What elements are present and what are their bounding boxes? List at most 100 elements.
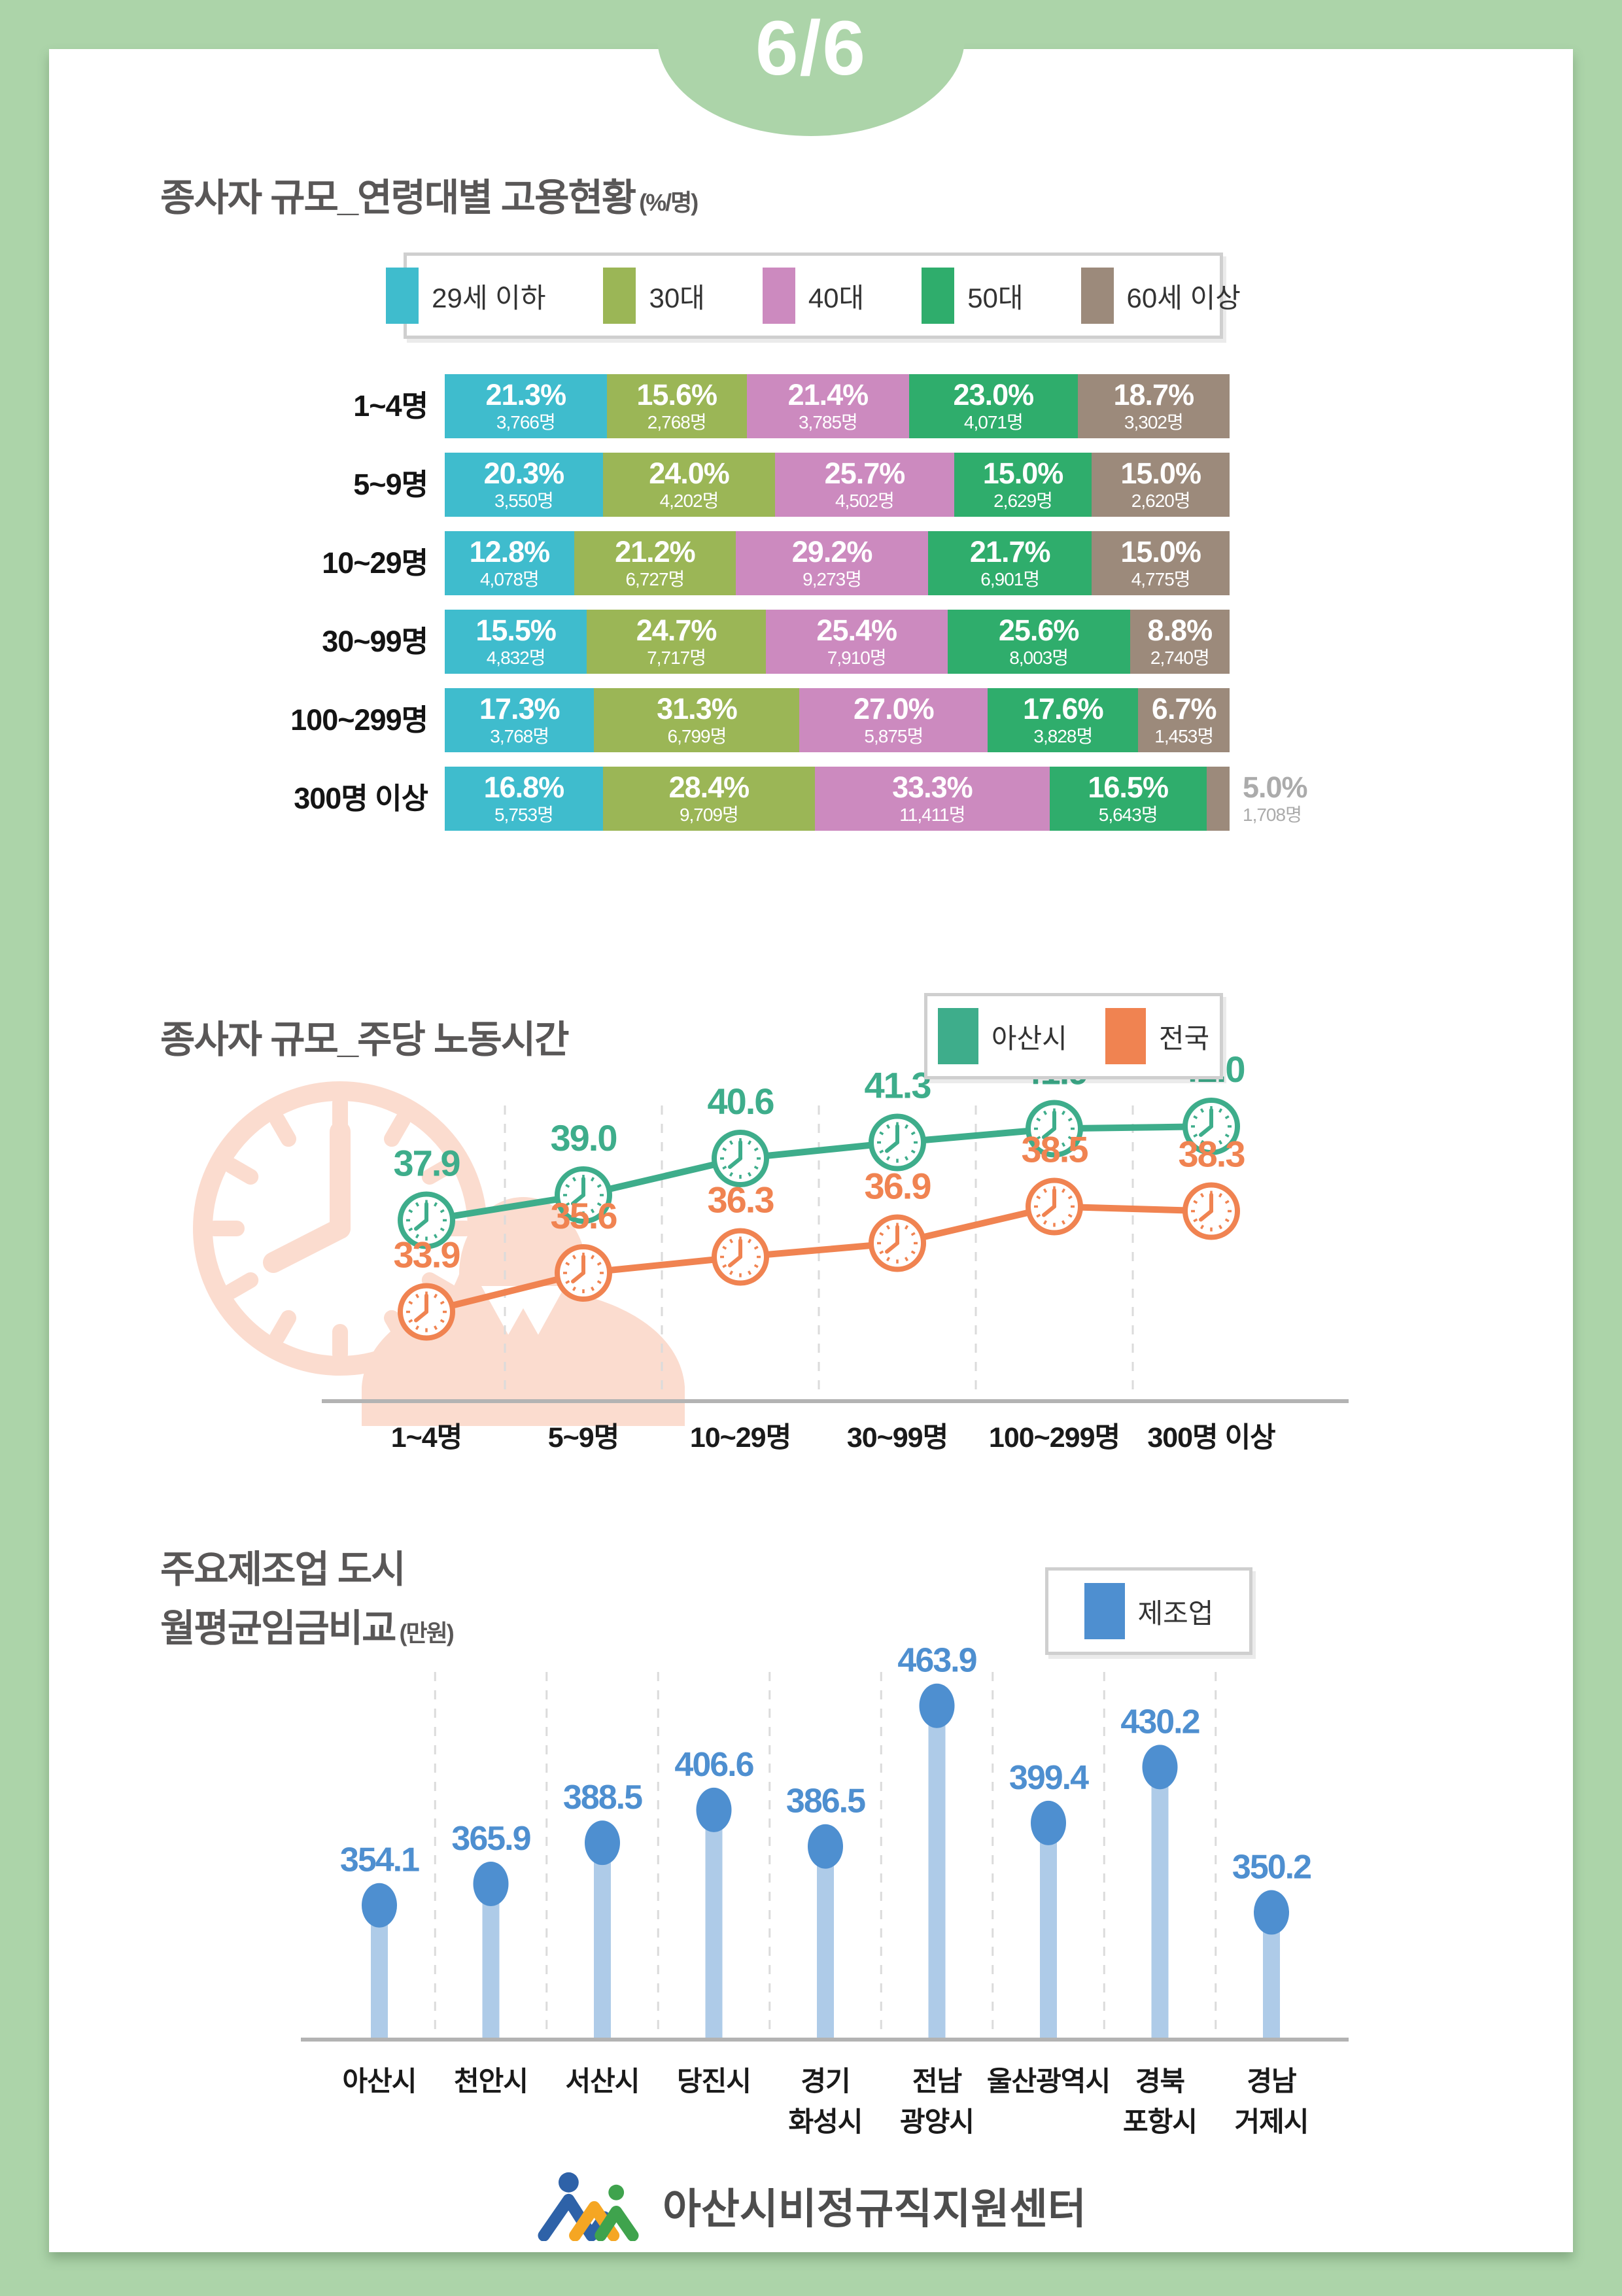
segment-count: 1,453명 bbox=[1154, 725, 1214, 746]
segment-count: 2,740명 bbox=[1150, 647, 1210, 668]
legend-swatch-icon bbox=[1105, 1008, 1146, 1064]
segment-count: 6,799명 bbox=[667, 725, 727, 746]
segment-count: 11,411명 bbox=[899, 804, 965, 825]
segment-count: 4,071명 bbox=[963, 411, 1024, 432]
legend-item: 아산시 bbox=[937, 1008, 1067, 1064]
segment-count: 6,727명 bbox=[625, 568, 685, 589]
wage-chart-title-line1-text: 주요제조업 도시 bbox=[160, 1548, 406, 1591]
segment-percent: 17.3% bbox=[479, 691, 561, 725]
segment-percent: 16.5% bbox=[1088, 770, 1169, 804]
legend-label: 전국 bbox=[1158, 1022, 1210, 1054]
segment-count: 2,768명 bbox=[647, 411, 707, 432]
legend-item: 60세 이상 bbox=[1080, 268, 1241, 324]
segment-count: 3,768명 bbox=[490, 725, 549, 746]
employment-chart-unit-note: (%/명) bbox=[639, 189, 699, 216]
segment-percent: 33.3% bbox=[892, 770, 973, 804]
footer-logo-text: 아산시비정규직지원센터 bbox=[663, 2185, 1086, 2233]
employment-bar-segment: 15.0% 2,629명 bbox=[954, 453, 1092, 517]
employment-bar-row: 5~9명 20.3% 3,550명 24.0% 4,202명 25.7% 4,502명 15.… bbox=[353, 453, 1230, 517]
employment-bar-segment: 28.4% 9,709명 bbox=[602, 767, 815, 831]
segment-count: 4,502명 bbox=[835, 490, 895, 511]
employment-bar-segment: 15.0% 4,775명 bbox=[1092, 531, 1230, 595]
employment-bar-segment: 15.0% 2,620명 bbox=[1092, 453, 1230, 517]
legend-item: 40대 bbox=[762, 268, 865, 324]
segment-percent: 8.8% bbox=[1147, 613, 1213, 647]
segment-count: 9,709명 bbox=[679, 804, 739, 825]
legend-swatch-icon bbox=[937, 1008, 978, 1064]
segment-percent: 28.4% bbox=[668, 770, 750, 804]
employment-row-label: 30~99명 bbox=[322, 625, 428, 658]
segment-percent: 12.8% bbox=[469, 534, 551, 568]
segment-count: 4,832명 bbox=[486, 647, 546, 668]
legend-swatch-icon bbox=[603, 268, 636, 324]
segment-percent: 5.0% bbox=[1243, 771, 1308, 804]
employment-bar-segment: 15.5% 4,832명 bbox=[445, 610, 587, 674]
employment-bar-row: 10~29명 12.8% 4,078명 21.2% 6,727명 29.2% 9,273명 2… bbox=[322, 531, 1230, 595]
employment-row-label: 10~29명 bbox=[322, 546, 428, 580]
employment-bar-segment: 27.0% 5,875명 bbox=[799, 688, 988, 752]
segment-percent: 21.2% bbox=[615, 534, 696, 568]
segment-count: 4,202명 bbox=[659, 490, 719, 511]
segment-percent: 25.6% bbox=[998, 613, 1080, 647]
segment-percent: 24.0% bbox=[649, 456, 730, 490]
segment-count: 5,753명 bbox=[494, 804, 554, 825]
segment-percent: 21.3% bbox=[485, 377, 567, 411]
segment-percent: 23.0% bbox=[953, 377, 1035, 411]
hours-chart-title: 종사자 규모_주당 노동시간 bbox=[160, 1009, 569, 1064]
wage-legend: 제조업 bbox=[1045, 1567, 1252, 1655]
employment-bar-segment: 21.4% 3,785명 bbox=[746, 374, 910, 438]
employment-bar-segment: 33.3% 11,411명 bbox=[814, 767, 1050, 831]
segment-count: 2,629명 bbox=[993, 490, 1053, 511]
segment-percent: 25.7% bbox=[824, 456, 906, 490]
segment-count: 3,766명 bbox=[496, 411, 556, 432]
segment-percent: 15.0% bbox=[1120, 456, 1201, 490]
legend-label: 40대 bbox=[808, 282, 865, 313]
segment-percent: 24.7% bbox=[636, 613, 717, 647]
segment-count: 8,003명 bbox=[1009, 647, 1069, 668]
wage-chart-title-line2: 월평균임금비교 (만원) bbox=[160, 1597, 455, 1652]
center-logo-icon bbox=[538, 2172, 639, 2241]
employment-bar-row: 300명 이상 16.8% 5,753명 28.4% 9,709명 33.3% 11,411… bbox=[294, 767, 1308, 831]
employment-bar-segment: 31.3% 6,799명 bbox=[594, 688, 800, 752]
legend-item: 전국 bbox=[1105, 1008, 1209, 1064]
employment-bar-segment: 21.3% 3,766명 bbox=[445, 374, 607, 438]
employment-bar-row: 30~99명 15.5% 4,832명 24.7% 7,717명 25.4% 7,910명 2… bbox=[322, 610, 1230, 674]
employment-chart-title: 종사자 규모_연령대별 고용현황 (%/명) bbox=[160, 167, 699, 222]
hours-chart-title-text: 종사자 규모_주당 노동시간 bbox=[160, 1018, 569, 1061]
employment-bar-segment: 17.6% 3,828명 bbox=[988, 688, 1139, 752]
segment-percent: 21.7% bbox=[969, 534, 1051, 568]
segment-count: 4,078명 bbox=[479, 568, 540, 589]
segment-percent: 25.4% bbox=[816, 613, 897, 647]
segment-count: 5,643명 bbox=[1098, 804, 1158, 825]
legend-swatch-icon bbox=[386, 268, 419, 324]
employment-bar-segment: 15.6% 2,768명 bbox=[606, 374, 747, 438]
segment-percent: 15.6% bbox=[636, 377, 717, 411]
employment-bar-segment: 18.7% 3,302명 bbox=[1077, 374, 1230, 438]
employment-bar-segment: 25.4% 7,910명 bbox=[765, 610, 948, 674]
legend-swatch-icon bbox=[1084, 1583, 1125, 1639]
employment-bar-segment bbox=[1206, 767, 1230, 831]
employment-chart-title-text: 종사자 규모_연령대별 고용현황 bbox=[160, 177, 636, 219]
legend-item: 30대 bbox=[603, 268, 705, 324]
employment-bar-segment: 6.7% 1,453명 bbox=[1138, 688, 1230, 752]
employment-bar-segment: 16.5% 5,643명 bbox=[1049, 767, 1207, 831]
legend-label: 30대 bbox=[649, 282, 705, 313]
segment-percent: 15.5% bbox=[475, 613, 557, 647]
legend-label: 29세 이하 bbox=[432, 282, 546, 313]
legend-label: 아산시 bbox=[991, 1022, 1067, 1054]
employment-bar-segment: 8.8% 2,740명 bbox=[1130, 610, 1230, 674]
segment-count: 4,775명 bbox=[1131, 568, 1191, 589]
segment-percent: 6.7% bbox=[1151, 691, 1217, 725]
segment-count: 9,273명 bbox=[802, 568, 862, 589]
segment-percent: 15.0% bbox=[982, 456, 1064, 490]
segment-percent: 17.6% bbox=[1023, 691, 1104, 725]
segment-count: 7,910명 bbox=[827, 647, 887, 668]
segment-count: 1,708명 bbox=[1243, 804, 1302, 825]
legend-item: 29세 이하 bbox=[386, 268, 545, 324]
employment-outside-label: 5.0% 1,708명 bbox=[1243, 767, 1308, 836]
employment-row-label: 100~299명 bbox=[290, 703, 428, 737]
legend-swatch-icon bbox=[762, 268, 795, 324]
legend-label: 50대 bbox=[967, 282, 1024, 313]
legend-item: 50대 bbox=[922, 268, 1024, 324]
